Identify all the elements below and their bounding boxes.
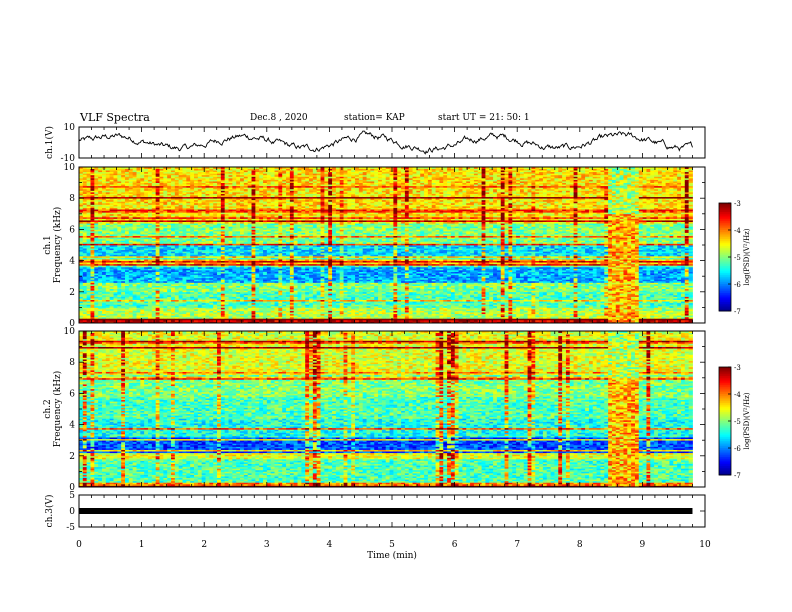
ch1-trace-line — [79, 131, 693, 154]
ch1-spectrogram-layer — [79, 167, 693, 323]
ch1-trace-layer — [79, 131, 693, 154]
vlf-figure: 10-10ch.1(V)0246810ch.1 Frequency (kHz)02… — [0, 0, 792, 612]
